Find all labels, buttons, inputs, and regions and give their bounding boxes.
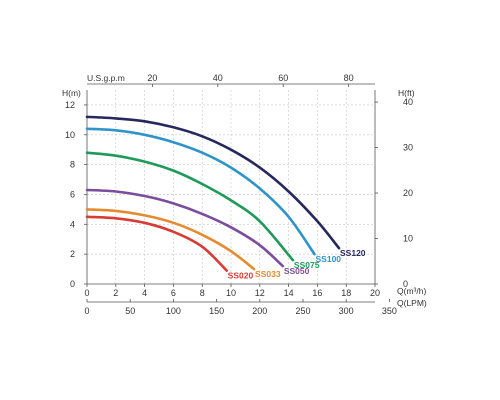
top-tick-label: 20 <box>147 73 157 83</box>
lpm-tick-label: 350 <box>382 306 397 316</box>
grid <box>87 90 375 284</box>
bottom-tick-label: 2 <box>113 288 118 298</box>
series-line-ss100 <box>85 127 316 256</box>
series-line-ss033 <box>85 208 256 271</box>
series-label-ss120: SS120 <box>340 248 366 258</box>
lpm-axis-title: Q(LPM) <box>397 298 427 308</box>
bottom-tick-label: 8 <box>200 288 205 298</box>
top-tick-label: 60 <box>278 73 288 83</box>
top-tick-label: 40 <box>213 73 223 83</box>
right-axis-title: H(ft) <box>398 88 415 98</box>
lpm-tick-label: 0 <box>84 306 89 316</box>
series-label-ss075: SS075 <box>294 260 320 270</box>
left-tick-label: 2 <box>70 249 75 259</box>
bottom-tick-label: 16 <box>312 288 322 298</box>
lpm-tick-label: 100 <box>166 306 181 316</box>
right-tick-label: 20 <box>403 188 413 198</box>
series-line-ss050 <box>85 188 285 268</box>
bottom-tick-label: 18 <box>341 288 351 298</box>
series-line-ss020 <box>85 215 228 272</box>
bottom-tick-label: 4 <box>142 288 147 298</box>
bottom-tick-label: 14 <box>284 288 294 298</box>
right-tick-label: 30 <box>403 143 413 153</box>
series-line-ss120 <box>85 115 341 250</box>
bottom-tick-label: 10 <box>226 288 236 298</box>
lpm-tick-label: 300 <box>339 306 354 316</box>
top-axis-title: U.S.g.p.m <box>87 73 125 83</box>
left-tick-label: 6 <box>70 189 75 199</box>
series-label-ss050: SS050 <box>284 266 310 276</box>
bottom-tick-label: 20 <box>370 288 380 298</box>
series-label-ss100: SS100 <box>316 254 342 264</box>
bottom-tick-label: 12 <box>255 288 265 298</box>
lpm-tick-label: 50 <box>125 306 135 316</box>
bottom-axis-title: Q(m³/h) <box>397 286 426 296</box>
lpm-tick-label: 250 <box>295 306 310 316</box>
lpm-tick-label: 200 <box>252 306 267 316</box>
left-axis-title: H(m) <box>62 88 81 98</box>
left-tick-label: 12 <box>65 100 75 110</box>
series-line-ss075 <box>85 151 295 262</box>
left-tick-label: 0 <box>70 279 75 289</box>
series-label-ss020: SS020 <box>228 271 254 281</box>
lpm-tick-label: 150 <box>209 306 224 316</box>
right-tick-label: 40 <box>403 97 413 107</box>
left-tick-label: 10 <box>65 130 75 140</box>
axis-titles: H(m) H(ft) U.S.g.p.m Q(m³/h) Q(LPM) <box>62 73 427 308</box>
bottom-tick-label: 0 <box>84 288 89 298</box>
right-tick-label: 0 <box>403 279 408 289</box>
left-tick-label: 8 <box>70 160 75 170</box>
bottom-tick-label: 6 <box>171 288 176 298</box>
series-label-ss033: SS033 <box>255 269 281 279</box>
top-tick-label: 80 <box>344 73 354 83</box>
right-tick-label: 10 <box>403 234 413 244</box>
left-tick-label: 4 <box>70 219 75 229</box>
